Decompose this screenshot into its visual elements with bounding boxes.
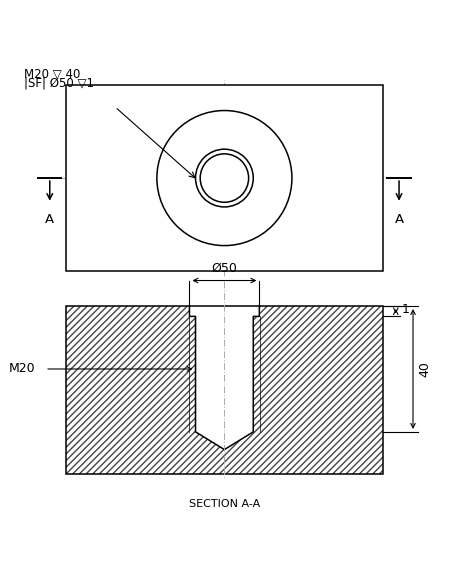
Bar <box>66 306 383 474</box>
Circle shape <box>200 154 249 202</box>
Text: M20: M20 <box>9 362 36 375</box>
Bar <box>66 85 383 271</box>
Polygon shape <box>190 306 259 450</box>
Text: A: A <box>45 213 55 226</box>
Text: 1: 1 <box>401 302 409 316</box>
Text: 40: 40 <box>419 361 432 377</box>
Text: Ø50: Ø50 <box>211 262 237 275</box>
Bar <box>66 306 383 474</box>
Circle shape <box>157 110 292 246</box>
Text: M20 ▽ 40: M20 ▽ 40 <box>24 67 81 81</box>
Circle shape <box>196 149 253 207</box>
Text: A: A <box>394 213 403 226</box>
Text: SECTION A-A: SECTION A-A <box>189 499 260 509</box>
Text: |SF| Ø50 ▽1: |SF| Ø50 ▽1 <box>24 76 94 90</box>
